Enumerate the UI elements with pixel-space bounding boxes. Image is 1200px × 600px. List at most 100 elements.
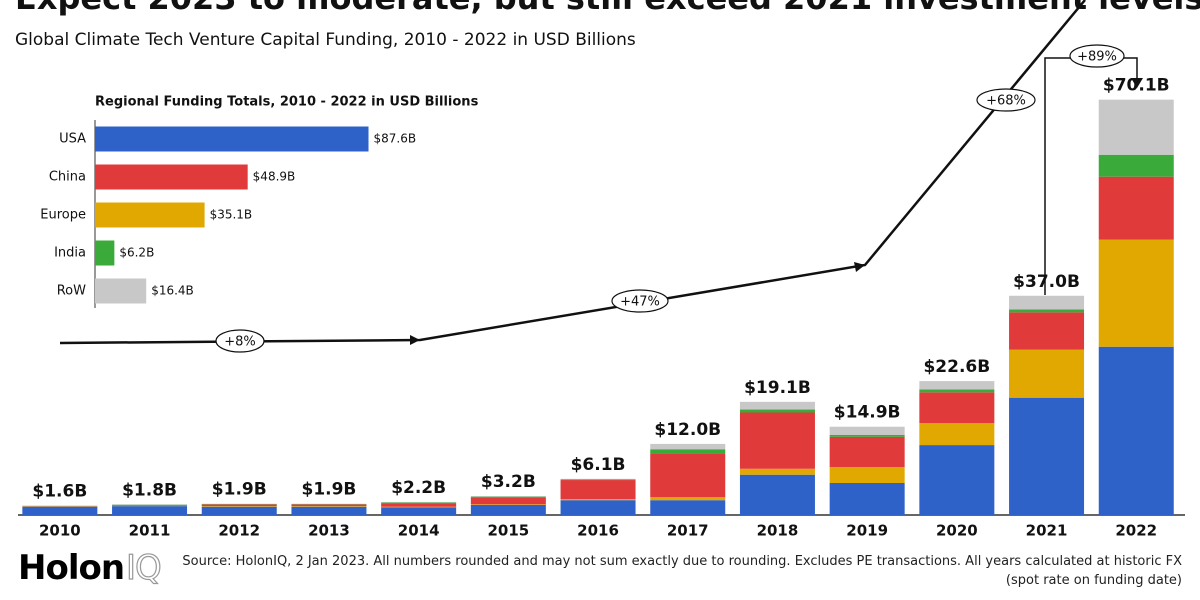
bar-segment [201,506,277,515]
bar-segment [470,497,546,505]
brand-logo: HolonIQ [18,547,162,588]
total-label: $6.1B [571,455,626,475]
x-tick-label: 2022 [1115,522,1157,540]
bar-segment [470,496,546,497]
annotation: +47% [620,295,660,310]
bar-segment [560,499,636,501]
total-label: $1.9B [212,480,267,500]
bar-segment [112,506,188,515]
annotation-bubble [215,329,265,353]
x-tick-label: 2021 [1026,522,1068,540]
bar-segment [829,426,905,436]
bar-segment [1009,309,1085,313]
bar [95,240,115,266]
bar [95,126,369,152]
bar-segment [919,445,995,515]
value-label: $16.4B [151,284,194,298]
bar-segment [1098,346,1174,515]
brand-primary: Holon [18,548,125,588]
bar-segment [650,453,726,498]
bar-segment [650,497,726,501]
bar-segment [1009,295,1085,310]
x-tick-label: 2019 [846,522,888,540]
bar-segment [650,449,726,454]
bar-segment [739,468,815,475]
x-tick-label: 2011 [129,522,171,540]
bar-segment [112,504,188,506]
annotation: +8% [224,335,256,350]
bar-segment [650,500,726,515]
bar-segment [1009,397,1085,515]
total-label: $19.1B [744,378,811,398]
annotation-bubble [976,88,1036,112]
source-note: Source: HolonIQ, 2 Jan 2023. All numbers… [182,554,1182,588]
bar-segment [1098,239,1174,347]
bar [95,278,147,304]
category-label: India [54,246,86,261]
bar-segment [829,436,905,468]
bar-segment [470,504,546,515]
bar-segment [919,392,995,424]
x-tick-label: 2020 [936,522,978,540]
arrow-head [410,335,420,345]
category-label: USA [59,132,86,147]
x-tick-label: 2016 [577,522,619,540]
bar-segment [381,503,457,507]
bar-segment [919,381,995,390]
bar-segment [291,506,367,507]
total-label: $3.2B [481,472,536,492]
bar-segment [739,474,815,515]
total-label: $70.1B [1103,76,1170,96]
bar-segment [919,423,995,446]
chart-subtitle: Global Climate Tech Venture Capital Fund… [15,30,636,50]
bar-segment [201,506,277,507]
bar-segment [470,504,546,505]
x-tick-label: 2015 [487,522,529,540]
bar-segment [829,483,905,515]
bar-segment [829,467,905,484]
inset-title: Regional Funding Totals, 2010 - 2022 in … [95,95,479,110]
total-label: $1.8B [122,480,177,500]
total-label: $12.0B [654,420,721,440]
bar-segment [291,504,367,507]
bar-segment [560,479,636,481]
x-tick-label: 2012 [218,522,260,540]
bar-segment [560,480,636,500]
bar-segment [560,478,636,480]
x-tick-label: 2013 [308,522,350,540]
total-label: $22.6B [923,357,990,377]
bar-segment [829,435,905,437]
bar-segment [201,504,277,507]
total-label: $1.6B [32,482,87,502]
value-label: $48.9B [253,170,296,184]
bar-segment [650,443,726,450]
x-tick-label: 2010 [39,522,81,540]
bar-segment [291,506,367,515]
bar-segment [22,506,98,515]
bar [95,202,205,228]
bar-segment [1098,154,1174,177]
total-label: $37.0B [1013,272,1080,292]
chart-title: Expect 2023 to moderate, but still excee… [15,0,1200,17]
bar-segment [381,507,457,515]
category-label: Europe [40,208,86,223]
annotation-bubble [1069,44,1125,68]
annotation: +89% [1077,50,1117,65]
category-label: RoW [57,284,86,299]
annotation: +68% [986,94,1026,109]
bar-segment [739,409,815,413]
bar-segment [560,500,636,515]
brand-secondary: IQ [125,547,162,588]
bar-segment [381,506,457,508]
x-tick-label: 2014 [398,522,440,540]
bar-segment [1098,176,1174,240]
bar-segment [1098,99,1174,155]
arrow-head [854,262,865,272]
x-tick-label: 2018 [757,522,799,540]
annotation-bubble [611,289,669,313]
bar-segment [381,501,457,503]
bar [95,164,248,190]
bar-segment [1009,349,1085,398]
